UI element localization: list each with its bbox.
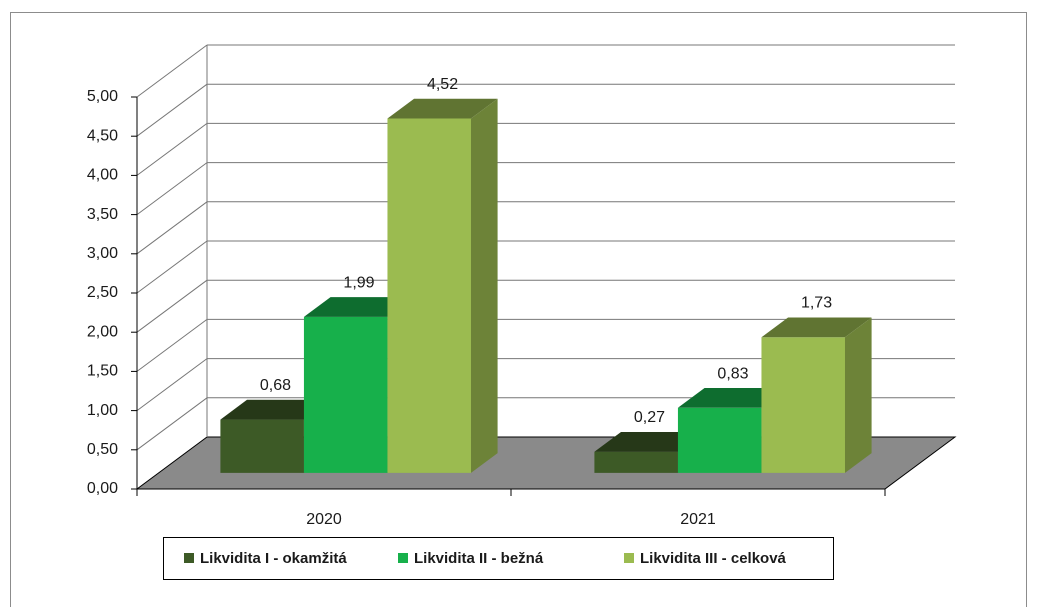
y-tick-label: 3,00 <box>87 245 118 262</box>
y-tick-label: 3,50 <box>87 206 118 223</box>
grid-line <box>136 279 208 333</box>
x-tick-label: 2021 <box>680 511 716 528</box>
bar-front <box>594 451 678 473</box>
y-tick-label: 0,50 <box>87 441 118 458</box>
y-tick-label: 1,00 <box>87 402 118 419</box>
y-tick-label: 4,50 <box>87 127 118 144</box>
chart-border <box>10 12 1027 607</box>
bar-top <box>594 431 705 452</box>
bar-front <box>220 419 304 473</box>
bar-top <box>303 297 415 317</box>
grid-line <box>136 318 208 372</box>
bar-top <box>677 388 789 408</box>
y-tick-label: 2,50 <box>87 284 118 301</box>
bar-side <box>844 317 872 473</box>
bar-side <box>470 98 498 473</box>
bar-front <box>303 316 388 473</box>
grid-line <box>136 122 208 176</box>
y-tick-label: 1,50 <box>87 363 118 380</box>
legend-swatch <box>184 553 194 563</box>
legend-label: Likvidita III - celková <box>640 550 787 567</box>
grid-line <box>136 162 208 216</box>
bar-top <box>387 98 498 119</box>
data-label: 1,99 <box>343 274 374 291</box>
data-label: 0,68 <box>260 377 291 394</box>
bar-front <box>761 337 845 473</box>
data-label: 1,73 <box>801 295 832 312</box>
bar-front <box>677 407 762 473</box>
grid-line <box>136 397 208 451</box>
x-tick-label: 2020 <box>306 511 342 528</box>
legend-swatch <box>624 553 634 563</box>
y-tick-label: 2,00 <box>87 323 118 340</box>
y-tick-label: 0,00 <box>87 480 118 497</box>
grid-line <box>136 358 208 412</box>
bar-front <box>387 118 471 473</box>
y-tick-label: 4,00 <box>87 167 118 184</box>
grid-line <box>136 240 208 294</box>
data-label: 0,83 <box>717 365 748 382</box>
data-label: 0,27 <box>634 409 665 426</box>
legend-label: Likvidita II - bežná <box>414 550 544 567</box>
grid-line <box>136 44 208 98</box>
bar-top <box>761 317 872 338</box>
grid-line <box>136 201 208 255</box>
legend-box <box>163 537 834 580</box>
legend-swatch <box>398 553 408 563</box>
data-label: 4,52 <box>427 76 458 93</box>
bar-top <box>220 399 331 420</box>
grid-line <box>136 83 208 137</box>
legend-label: Likvidita I - okamžitá <box>200 550 347 567</box>
y-tick-label: 5,00 <box>87 88 118 105</box>
